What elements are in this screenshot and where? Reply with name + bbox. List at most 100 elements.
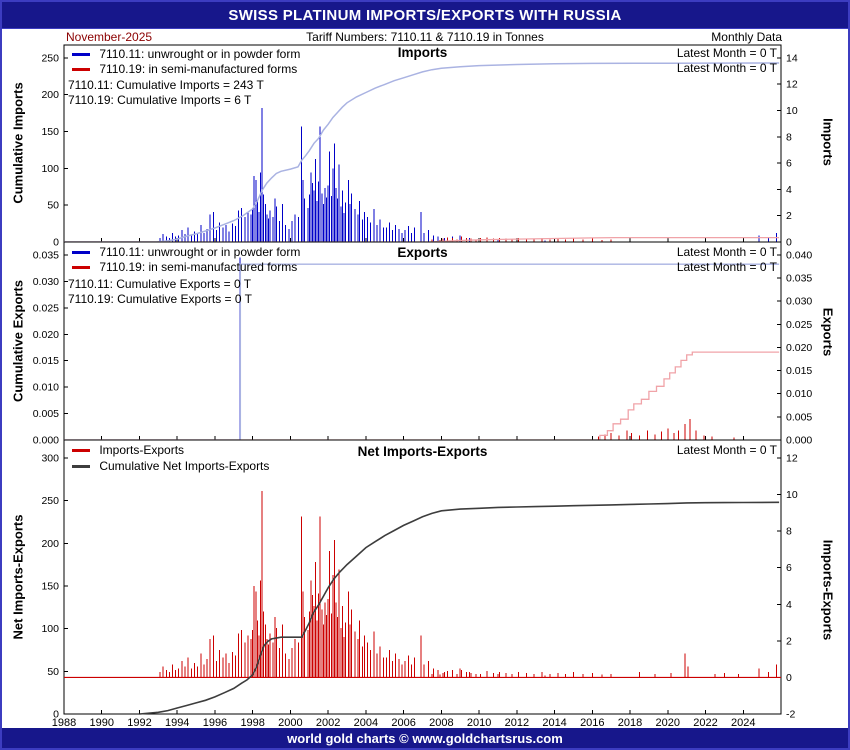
- svg-text:200: 200: [41, 538, 59, 550]
- svg-text:0.035: 0.035: [786, 273, 812, 285]
- svg-text:8: 8: [786, 131, 792, 143]
- svg-text:100: 100: [41, 623, 59, 635]
- svg-text:1996: 1996: [203, 717, 227, 729]
- date-label: November-2025: [66, 30, 153, 44]
- footer-text: world gold charts © www.goldchartsrus.co…: [287, 730, 563, 746]
- svg-text:0.005: 0.005: [786, 411, 812, 423]
- imports-legend-item-711019: 7110.19: in semi-manufactured forms: [72, 62, 297, 77]
- svg-text:2018: 2018: [618, 717, 642, 729]
- svg-text:10: 10: [786, 489, 798, 501]
- svg-text:0: 0: [53, 709, 59, 721]
- svg-text:0.010: 0.010: [33, 382, 59, 394]
- svg-text:250: 250: [41, 495, 59, 507]
- svg-text:1990: 1990: [89, 717, 113, 729]
- svg-text:50: 50: [47, 200, 59, 212]
- exports-cumulative-annotation-711019: 7110.19: Cumulative Exports = 0 T: [68, 292, 252, 306]
- svg-text:6: 6: [786, 562, 792, 574]
- svg-text:2: 2: [786, 635, 792, 647]
- svg-text:50: 50: [47, 666, 59, 678]
- svg-text:-2: -2: [786, 709, 795, 721]
- net-legend-item-monthly: Imports-Exports: [72, 443, 184, 458]
- exports-legend-item-711011: 7110.11: unwrought or in powder form: [72, 245, 300, 260]
- svg-text:0.020: 0.020: [786, 342, 812, 354]
- exports-latest-711019: Latest Month = 0 T: [676, 260, 777, 274]
- 711019-series-swatch: [72, 266, 90, 270]
- svg-text:14: 14: [786, 52, 798, 64]
- legend-label-net-cumulative: Cumulative Net Imports-Exports: [99, 459, 270, 473]
- svg-text:0.015: 0.015: [33, 355, 59, 367]
- svg-text:6: 6: [786, 158, 792, 170]
- footer-bar: world gold charts © www.goldchartsrus.co…: [2, 728, 848, 748]
- tariff-numbers-label: Tariff Numbers: 7110.11 & 7110.19 in Ton…: [306, 30, 544, 44]
- 711011-series-swatch: [72, 251, 90, 255]
- imports-latest-711011: Latest Month = 0 T: [676, 46, 777, 60]
- exports-right-axis-label: Exports: [820, 307, 836, 357]
- svg-text:0.025: 0.025: [33, 302, 59, 314]
- legend-label-711011: 7110.11: unwrought or in powder form: [99, 245, 301, 259]
- exports-panel-title: Exports: [397, 245, 448, 260]
- net-latest-month: Latest Month = 0 T: [676, 443, 777, 457]
- svg-text:1994: 1994: [165, 717, 189, 729]
- svg-text:1988: 1988: [52, 717, 76, 729]
- svg-text:0.005: 0.005: [33, 408, 59, 420]
- svg-text:2008: 2008: [429, 717, 453, 729]
- net-left-axis-label: Net Imports-Exports: [10, 514, 26, 640]
- svg-text:0.025: 0.025: [786, 319, 812, 331]
- svg-text:0: 0: [786, 237, 792, 249]
- svg-text:2012: 2012: [505, 717, 529, 729]
- svg-text:1998: 1998: [240, 717, 264, 729]
- svg-text:2020: 2020: [656, 717, 680, 729]
- page-title: SWISS PLATINUM IMPORTS/EXPORTS WITH RUSS…: [228, 6, 622, 24]
- imports-right-axis-label: Imports: [820, 118, 836, 166]
- svg-text:300: 300: [41, 452, 59, 464]
- svg-text:150: 150: [41, 580, 59, 592]
- svg-text:8: 8: [786, 526, 792, 538]
- svg-text:0: 0: [53, 237, 59, 249]
- monthly-data-label: Monthly Data: [711, 30, 782, 44]
- exports-latest-711011: Latest Month = 0 T: [676, 245, 777, 259]
- imports-cumulative-annotation-711011: 7110.11: Cumulative Imports = 243 T: [68, 78, 264, 92]
- exports-cumulative-annotation-711011: 7110.11: Cumulative Exports = 0 T: [68, 277, 252, 291]
- svg-text:12: 12: [786, 452, 798, 464]
- svg-text:100: 100: [41, 163, 59, 175]
- svg-text:150: 150: [41, 126, 59, 138]
- svg-text:0.000: 0.000: [786, 435, 812, 447]
- net-panel-title: Net Imports-Exports: [357, 444, 488, 459]
- svg-text:2010: 2010: [467, 717, 491, 729]
- svg-text:0.015: 0.015: [786, 365, 812, 377]
- svg-text:12: 12: [786, 79, 798, 91]
- exports-legend-item-711019: 7110.19: in semi-manufactured forms: [72, 260, 297, 275]
- svg-text:2022: 2022: [693, 717, 717, 729]
- legend-label-711011: 7110.11: unwrought or in powder form: [99, 47, 301, 61]
- 711011-series-swatch: [72, 53, 90, 57]
- svg-text:10: 10: [786, 105, 798, 117]
- svg-text:2004: 2004: [354, 717, 378, 729]
- imports-cumulative-annotation-711019: 7110.19: Cumulative Imports = 6 T: [68, 93, 252, 107]
- svg-text:0.010: 0.010: [786, 388, 812, 400]
- svg-text:4: 4: [786, 184, 792, 196]
- legend-label-net-monthly: Imports-Exports: [99, 443, 185, 457]
- svg-text:2000: 2000: [278, 717, 302, 729]
- 711019-series-swatch: [72, 68, 90, 72]
- svg-text:1992: 1992: [127, 717, 151, 729]
- svg-text:2016: 2016: [580, 717, 604, 729]
- svg-text:0: 0: [786, 672, 792, 684]
- imports-panel-title: Imports: [397, 45, 448, 60]
- header-bar: SWISS PLATINUM IMPORTS/EXPORTS WITH RUSS…: [2, 2, 848, 29]
- svg-text:200: 200: [41, 89, 59, 101]
- svg-text:0.040: 0.040: [786, 249, 812, 261]
- net-right-axis-label: Imports-Exports: [820, 539, 836, 641]
- svg-text:4: 4: [786, 599, 792, 611]
- imports-left-axis-label: Cumulative Imports: [10, 82, 26, 204]
- svg-text:0.020: 0.020: [33, 329, 59, 341]
- net-legend-item-cumulative: Cumulative Net Imports-Exports: [72, 459, 269, 474]
- svg-text:2024: 2024: [731, 717, 755, 729]
- svg-text:0.030: 0.030: [33, 276, 59, 288]
- imports-latest-711019: Latest Month = 0 T: [676, 61, 777, 75]
- svg-text:2006: 2006: [391, 717, 415, 729]
- svg-text:2: 2: [786, 210, 792, 222]
- imports-legend-item-711011: 7110.11: unwrought or in powder form: [72, 47, 300, 62]
- net-monthly-series-swatch: [72, 449, 90, 453]
